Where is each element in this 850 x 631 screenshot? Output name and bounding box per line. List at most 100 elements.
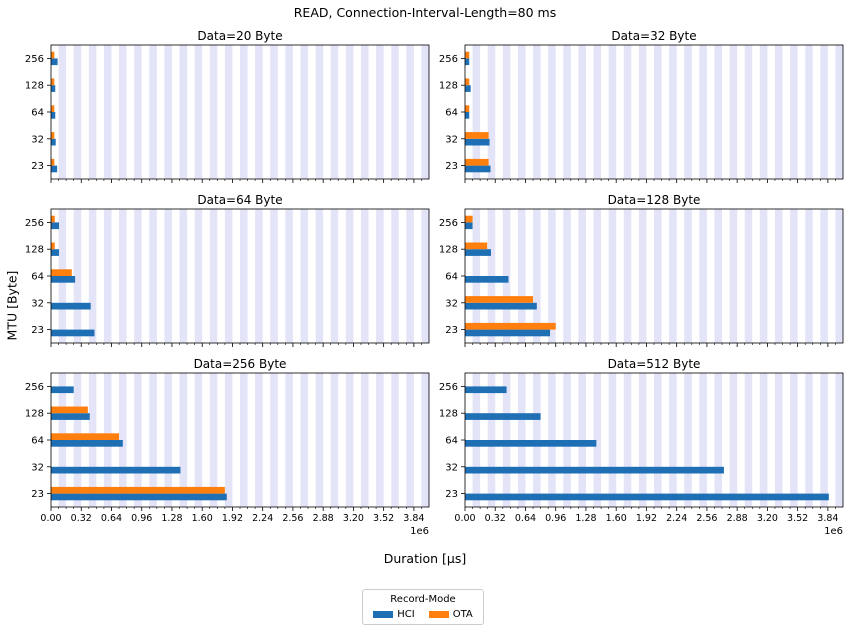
y-tick-label: 64 xyxy=(445,108,458,119)
background-band xyxy=(729,45,738,179)
background-band xyxy=(224,209,233,343)
bar-ota-256 xyxy=(51,215,55,223)
legend-swatch-hci xyxy=(373,611,394,618)
bar-hci-128 xyxy=(465,85,471,92)
x-tick-label: 1.92 xyxy=(636,513,657,524)
subplot-5: 23 32 64 128 256 Data=256 Byte 0.00 0.32 0.64 0.9… xyxy=(25,357,430,537)
x-tick-label: 2.24 xyxy=(666,513,687,524)
background-band xyxy=(714,373,723,507)
bar-hci-256 xyxy=(51,386,74,394)
background-band xyxy=(744,373,753,507)
x-tick-label: 0.64 xyxy=(515,513,536,524)
x-tick-label: 3.84 xyxy=(817,513,838,524)
y-tick-label: 256 xyxy=(439,218,458,229)
background-band xyxy=(593,209,602,343)
x-axis-label: Duration [µs] xyxy=(383,551,467,566)
bar-ota-32 xyxy=(465,296,534,303)
background-band xyxy=(638,209,647,343)
background-band xyxy=(209,373,218,507)
legend: Record-Mode HCI OTA xyxy=(362,589,484,625)
background-band xyxy=(502,45,511,179)
bar-hci-23 xyxy=(51,165,58,173)
background-band xyxy=(820,45,828,179)
background-band xyxy=(699,209,707,343)
background-band xyxy=(360,373,369,507)
x-tick-label: 2.24 xyxy=(252,513,273,524)
y-tick-label: 32 xyxy=(31,134,44,145)
y-tick-label: 64 xyxy=(31,108,44,119)
bar-hci-128 xyxy=(465,413,541,420)
background-band xyxy=(517,209,526,343)
background-band xyxy=(421,373,429,507)
bar-hci-256 xyxy=(465,58,470,66)
subplot-2: 23 32 64 128 256 Data=32 Byte xyxy=(439,29,844,183)
background-band xyxy=(790,45,798,179)
bar-hci-256 xyxy=(51,58,58,66)
background-band xyxy=(58,45,67,179)
background-band xyxy=(654,209,662,343)
background-band xyxy=(654,373,662,507)
bar-hci-23 xyxy=(51,493,227,501)
y-tick-label: 23 xyxy=(31,489,44,500)
x-tick-label: 1.60 xyxy=(606,513,627,524)
background-band xyxy=(194,45,203,179)
background-band xyxy=(608,45,617,179)
background-band xyxy=(179,373,188,507)
y-tick-label: 128 xyxy=(439,81,458,92)
background-band xyxy=(209,45,218,179)
background-band xyxy=(548,45,556,179)
bar-ota-128 xyxy=(51,406,88,414)
background-band xyxy=(134,373,142,507)
y-tick-label: 32 xyxy=(31,462,44,473)
background-band xyxy=(179,209,188,343)
y-tick-label: 23 xyxy=(31,161,44,172)
background-band xyxy=(164,209,172,343)
subplot-title: Data=256 Byte xyxy=(194,357,287,371)
background-band xyxy=(744,209,753,343)
bar-hci-128 xyxy=(51,85,56,92)
subplot-title: Data=64 Byte xyxy=(197,193,282,207)
background-band xyxy=(699,45,707,179)
background-band xyxy=(684,373,692,507)
subplot-1: 23 32 64 128 256 Data=20 Byte xyxy=(25,29,430,183)
background-band xyxy=(149,45,157,179)
background-band xyxy=(376,373,384,507)
background-band xyxy=(487,45,496,179)
background-band xyxy=(345,45,354,179)
background-band xyxy=(805,209,813,343)
x-tick-label: 1.28 xyxy=(161,513,182,524)
bar-ota-128 xyxy=(465,78,470,86)
background-band xyxy=(119,45,127,179)
bar-ota-64 xyxy=(51,433,120,440)
y-tick-label: 128 xyxy=(439,409,458,420)
x-tick-label: 0.00 xyxy=(454,513,475,524)
background-band xyxy=(790,373,798,507)
background-band xyxy=(563,209,571,343)
background-band xyxy=(240,45,248,179)
background-band xyxy=(714,209,723,343)
background-band xyxy=(194,373,203,507)
background-band xyxy=(194,209,203,343)
background-band xyxy=(774,209,783,343)
background-band xyxy=(774,45,783,179)
bar-hci-64 xyxy=(51,440,123,447)
subplot-title: Data=20 Byte xyxy=(197,29,282,43)
background-band xyxy=(638,45,647,179)
y-tick-label: 23 xyxy=(445,489,458,500)
figure-title: READ, Connection-Interval-Length=80 ms xyxy=(293,5,557,20)
background-band xyxy=(73,45,82,179)
y-tick-label: 256 xyxy=(439,54,458,65)
background-band xyxy=(805,45,813,179)
background-band xyxy=(209,209,218,343)
x-offset-label: 1e6 xyxy=(410,526,429,537)
y-tick-label: 64 xyxy=(445,436,458,447)
y-tick-label: 32 xyxy=(445,462,458,473)
bar-ota-32 xyxy=(465,132,489,139)
background-band xyxy=(406,45,414,179)
legend-label-hci: HCI xyxy=(397,609,415,620)
background-band xyxy=(729,209,738,343)
bar-ota-256 xyxy=(465,215,473,223)
background-band xyxy=(270,373,278,507)
background-band xyxy=(240,209,248,343)
